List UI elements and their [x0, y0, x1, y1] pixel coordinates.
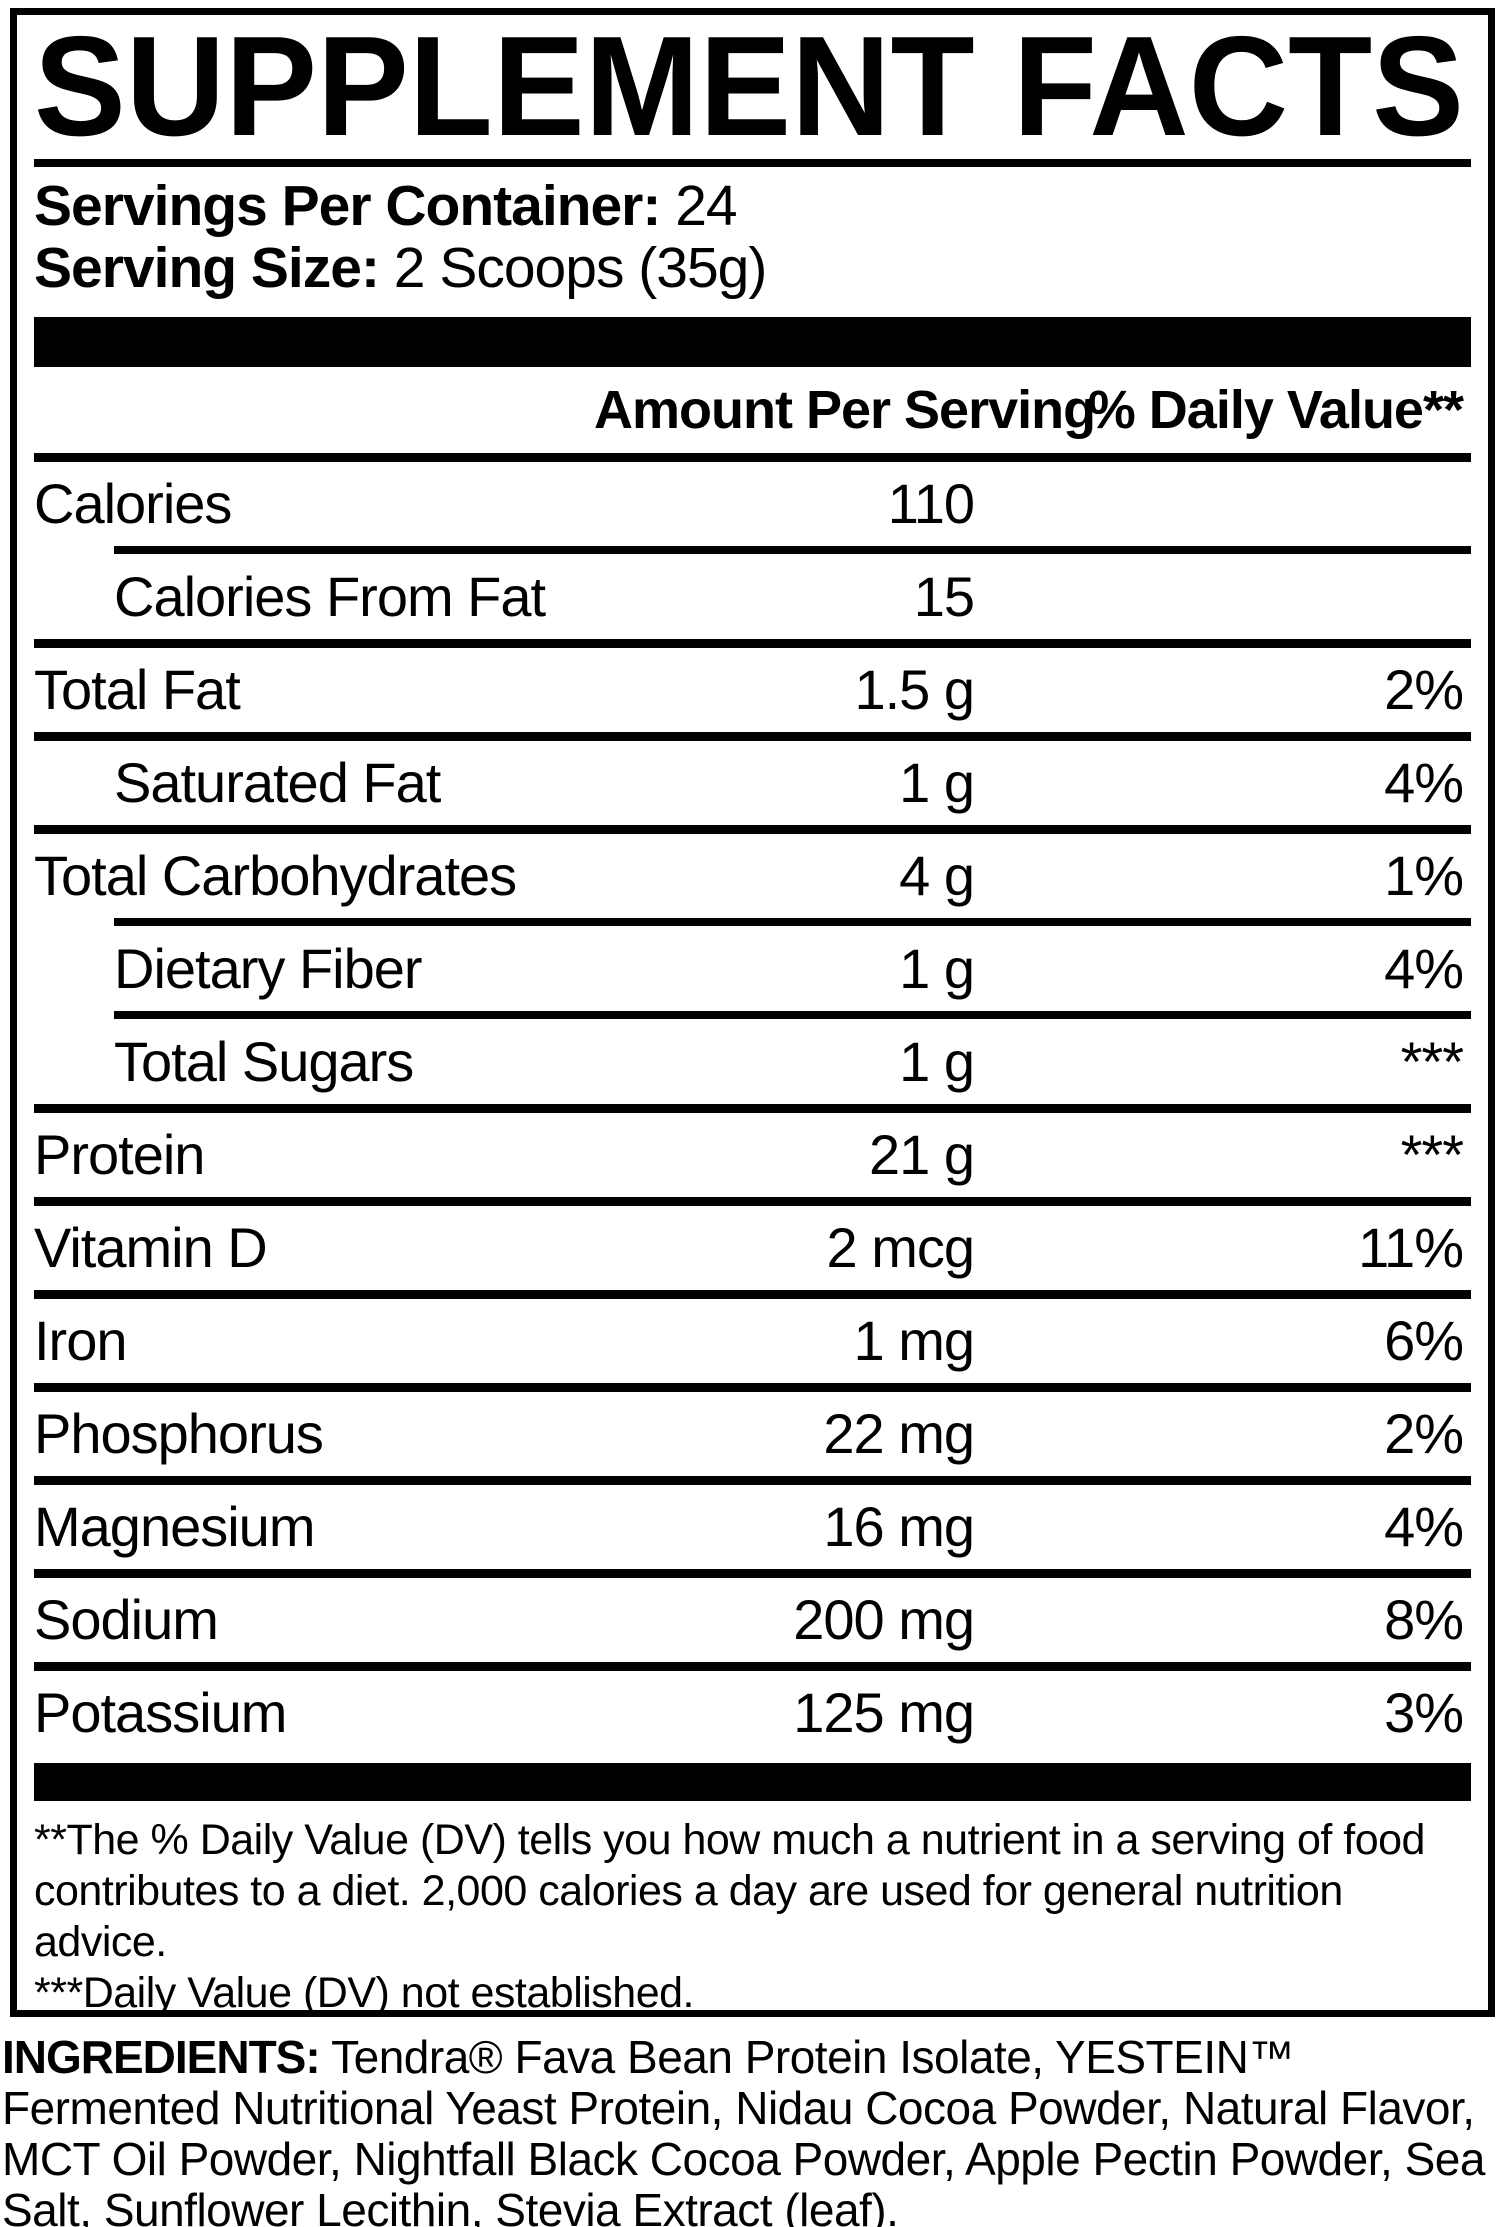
nutrient-name: Magnesium	[34, 1495, 315, 1558]
separator-bar-top	[34, 317, 1471, 367]
footnote-daily-value: **The % Daily Value (DV) tells you how m…	[34, 1816, 1425, 1966]
serving-size-line: Serving Size: 2 Scoops (35g)	[34, 237, 1471, 299]
daily-value: 6%	[1384, 1309, 1464, 1372]
table-header-row: Amount Per Serving % Daily Value**	[34, 367, 1471, 462]
nutrient-name: Sodium	[34, 1588, 219, 1651]
header-amount-per-serving: Amount Per Serving	[594, 380, 1096, 440]
footnote-not-established: ***Daily Value (DV) not established.	[34, 1969, 695, 2017]
amount-value: 125 mg	[793, 1681, 975, 1744]
amount-value: 2 mcg	[826, 1216, 976, 1279]
panel-title-wrap: SUPPLEMENT FACTS	[34, 25, 1471, 153]
nutrient-name: Total Sugars	[114, 1030, 414, 1093]
table-row: Vitamin D 2 mcg 11%	[34, 1197, 1471, 1290]
nutrient-name: Dietary Fiber	[114, 937, 423, 1000]
serving-size-label: Serving Size:	[34, 236, 380, 300]
amount-value: 1 g	[899, 751, 975, 814]
daily-value: 4%	[1384, 1495, 1464, 1558]
daily-value: 11%	[1358, 1216, 1464, 1279]
servings-per-container-line: Servings Per Container: 24	[34, 175, 1471, 237]
daily-value: ***	[1400, 1030, 1464, 1093]
amount-value: 4 g	[899, 844, 975, 907]
ingredients-label: INGREDIENTS:	[2, 2031, 321, 2083]
amount-value: 15	[913, 565, 975, 628]
amount-value: 110	[887, 472, 975, 535]
amount-value: 16 mg	[823, 1495, 975, 1558]
nutrient-name: Iron	[34, 1309, 128, 1372]
table-body: Calories 110 Calories From Fat 15 Total Fat 1…	[34, 462, 1471, 1755]
separator-bar-bottom	[34, 1763, 1471, 1801]
nutrient-name: Potassium	[34, 1681, 287, 1744]
daily-value: 4%	[1384, 937, 1464, 1000]
nutrient-name: Total Carbohydrates	[34, 844, 517, 907]
amount-value: 1 g	[899, 937, 975, 1000]
serving-size-value: 2 Scoops (35g)	[393, 236, 768, 300]
daily-value: 3%	[1384, 1681, 1464, 1744]
table-row: Sodium 200 mg 8%	[34, 1569, 1471, 1662]
daily-value: 8%	[1384, 1588, 1464, 1651]
table-row: Potassium 125 mg 3%	[34, 1662, 1471, 1755]
table-row: Saturated Fat 1 g 4%	[34, 732, 1471, 825]
nutrient-name: Protein	[34, 1123, 205, 1186]
nutrient-name: Vitamin D	[34, 1216, 268, 1279]
amount-value: 1 g	[899, 1030, 975, 1093]
table-row: Calories 110	[34, 462, 1471, 546]
panel-title-svg: SUPPLEMENT FACTS	[34, 25, 1464, 153]
daily-value: 2%	[1384, 658, 1464, 721]
table-row: Total Carbohydrates 4 g 1%	[34, 825, 1471, 918]
servings-per-container-label: Servings Per Container:	[34, 174, 661, 238]
daily-value: 4%	[1384, 751, 1464, 814]
ingredients-text: Tendra® Fava Bean Protein Isolate, YESTE…	[2, 2031, 1485, 2227]
title-rule	[34, 159, 1471, 167]
ingredients-paragraph: INGREDIENTS: Tendra® Fava Bean Protein I…	[2, 2032, 1498, 2227]
daily-value: 2%	[1384, 1402, 1464, 1465]
label-box: SUPPLEMENT FACTS Servings Per Container:…	[10, 8, 1495, 2017]
footnotes: **The % Daily Value (DV) tells you how m…	[34, 1815, 1471, 2019]
daily-value: 1%	[1384, 844, 1464, 907]
serving-info: Servings Per Container: 24 Serving Size:…	[34, 175, 1471, 299]
amount-value: 1.5 g	[854, 658, 975, 721]
table-row: Protein 21 g ***	[34, 1104, 1471, 1197]
table-row: Iron 1 mg 6%	[34, 1290, 1471, 1383]
amount-value: 21 g	[869, 1123, 975, 1186]
nutrient-name: Total Fat	[34, 658, 241, 721]
amount-value: 22 mg	[823, 1402, 975, 1465]
nutrient-name: Calories From Fat	[114, 565, 546, 628]
daily-value: ***	[1400, 1123, 1464, 1186]
facts-table: Amount Per Serving % Daily Value** Calor…	[34, 367, 1471, 1755]
table-row: Dietary Fiber 1 g 4%	[34, 918, 1471, 1011]
nutrient-name: Calories	[34, 472, 232, 535]
amount-value: 200 mg	[793, 1588, 975, 1651]
servings-per-container-value: 24	[675, 174, 737, 238]
table-row: Calories From Fat 15	[34, 546, 1471, 639]
nutrient-name: Saturated Fat	[114, 751, 441, 814]
amount-value: 1 mg	[853, 1309, 976, 1372]
panel-title: SUPPLEMENT FACTS	[34, 25, 1464, 153]
table-row: Magnesium 16 mg 4%	[34, 1476, 1471, 1569]
table-row: Total Sugars 1 g ***	[34, 1011, 1471, 1104]
table-row: Phosphorus 22 mg 2%	[34, 1383, 1471, 1476]
nutrient-name: Phosphorus	[34, 1402, 324, 1465]
table-row: Total Fat 1.5 g 2%	[34, 639, 1471, 732]
header-daily-value: % Daily Value**	[1087, 380, 1464, 440]
